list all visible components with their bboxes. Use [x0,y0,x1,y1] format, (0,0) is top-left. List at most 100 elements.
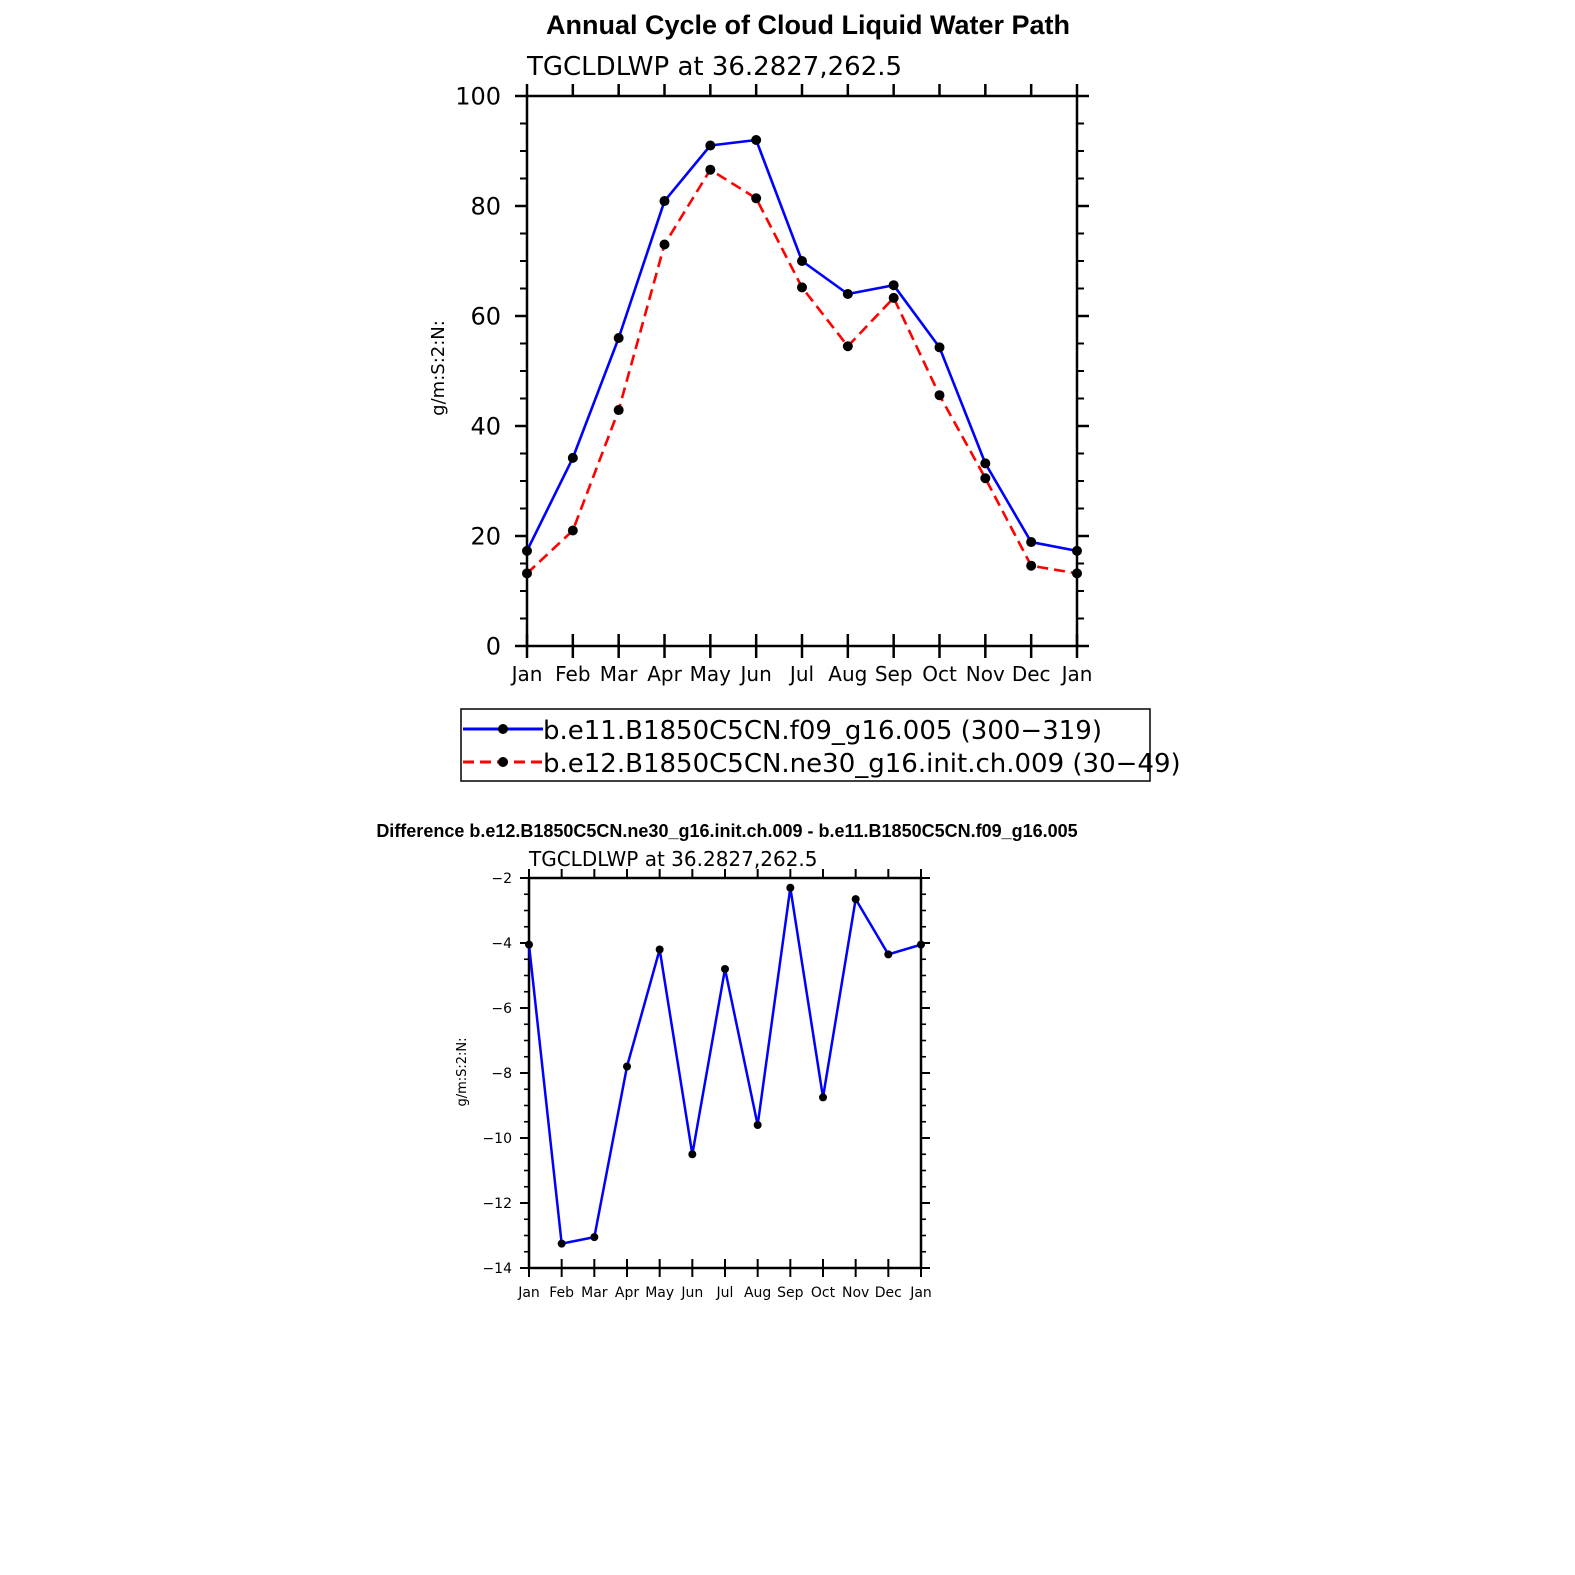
chart2-series-1-point [884,950,893,959]
chart1-series-line-1 [525,138,1078,553]
chart1-subtitle: TGCLDLWP at 36.2827,262.5 [526,52,902,82]
chart1-series-2-point [842,341,853,352]
chart2-series-1-point [525,940,533,949]
chart1-xtick-label: Jan [1060,662,1093,686]
chart1-series-2-point [751,193,762,204]
chart2-axes: Jan Feb Mar Apr May Jun Jul Aug Sep Oct Nov Dec Jan−… [482,869,932,1301]
legend-marker-series-1 [498,724,508,734]
chart1-series-2-point [934,390,945,401]
chart2-series-line-1 [527,886,922,1245]
chart2-series-1-point [623,1062,631,1071]
chart1-ytick-label: 80 [470,193,501,221]
chart1-ytick-label: 20 [470,523,501,551]
chart2-plot-frame [527,876,923,1270]
chart2-series-1-point [721,965,729,973]
chart2-series-1-point [557,1239,566,1248]
chart1-series-1-point [980,458,991,469]
chart1-series-2-point [659,239,670,250]
chart1-series-2-point [705,164,716,175]
chart2-ytick-label: −12 [482,1196,512,1212]
chart1-series-1-point [1026,537,1037,548]
chart2-series-1-point [917,940,925,949]
chart1-plot-frame [525,94,1079,648]
chart1-xtick-label: Aug [828,662,867,686]
chart1-series-1-point [751,135,762,145]
chart1-xtick-label: Nov [966,662,1005,686]
chart2-xtick-label: May [645,1285,674,1301]
chart1-legend: b.e11.B1850C5CN.f09_g16.005 (300−319) b.… [460,708,1181,782]
chart1-xtick-label: Mar [600,662,639,686]
chart1-xtick-label: Sep [875,662,913,686]
chart1-series-2-point [567,525,578,536]
chart1-series-1-point [888,280,899,291]
chart1-series-1-point [797,256,807,266]
chart2-xtick-label: Oct [811,1285,836,1301]
chart2-series-1-point [786,883,795,892]
chart2-xtick-label: Jan [517,1285,540,1301]
chart2-xtick-label: Jul [716,1285,734,1301]
chart2-series-1-point [753,1121,762,1129]
chart1-ylabel: g/m:S:2:N: [428,320,449,416]
chart1-ytick-label: 60 [470,303,501,331]
chart2-xtick-label: Mar [581,1285,608,1301]
chart1-xtick-label: Apr [647,662,682,686]
chart1-axes: Jan Feb Mar Apr May Jun Jul Aug Sep Oct Nov Dec Jan 0… [455,83,1092,686]
chart1-series-1-point [522,545,532,556]
chart1-series-1-point [1072,545,1082,556]
chart1-ytick-label: 100 [455,83,501,111]
chart2-series-1-point [655,945,664,954]
chart2-xtick-label: Apr [615,1285,639,1301]
chart1-series-1-point [659,196,670,207]
chart2-xtick-label: Jun [680,1285,703,1301]
chart1-xtick-label: Oct [922,662,957,686]
chart1-xtick-label: May [690,662,732,686]
chart1-title: Annual Cycle of Cloud Liquid Water Path [546,10,1070,40]
chart1-ytick-label: 0 [486,633,501,661]
chart1-marks [522,135,1082,579]
chart1-series-2-point [522,568,532,579]
legend-marker-series-2 [498,757,508,767]
chart2-xtick-label: Feb [549,1285,574,1301]
chart1-series-2-point [1072,568,1082,579]
chart2-ytick-label: −10 [482,1131,512,1147]
chart2-series-1-point [819,1093,827,1102]
chart2-marks [525,883,925,1248]
chart1-series-1-point [567,452,578,463]
legend-label-series-2: b.e12.B1850C5CN.ne30_g16.init.ch.009 (30… [543,749,1181,779]
chart2-xtick-label: Dec [875,1285,902,1301]
chart1-xtick-label: Jul [788,662,814,686]
chart2-ytick-label: −2 [491,871,512,887]
chart1-series-1-point [613,333,624,343]
chart1-series-2-point [1026,560,1037,571]
chart2-xtick-label: Sep [777,1285,804,1301]
legend-label-series-1: b.e11.B1850C5CN.f09_g16.005 (300−319) [543,716,1102,746]
chart2-xtick-label: Nov [842,1285,869,1301]
chart2-series-1-point [590,1233,599,1242]
chart2-ytick-label: −8 [491,1066,512,1082]
chart1-series-1-point [705,140,716,151]
chart1-ytick-label: 40 [470,413,501,441]
chart1-series-2-point [888,292,899,303]
chart2-ylabel: g/m:S:2:N: [455,1037,470,1106]
chart2-xtick-label: Jan [909,1285,932,1301]
chart1-xtick-label: Jan [510,662,543,686]
chart1-series-1-point [934,342,945,353]
chart2-series-1-point [851,895,860,904]
chart2-ytick-label: −6 [491,1001,512,1017]
chart2-series-1-point [688,1150,697,1159]
chart1-series-1-point [842,289,853,299]
chart1-series-2-point [980,473,991,484]
chart1-series-2-point [797,282,807,293]
chart2-subtitle: TGCLDLWP at 36.2827,262.5 [528,847,818,871]
chart1-xtick-label: Feb [555,662,590,686]
chart1-series-line-2 [526,168,1078,575]
chart1-xtick-label: Dec [1012,662,1051,686]
chart2-xtick-label: Aug [744,1285,771,1301]
chart1-xtick-label: Jun [739,662,772,686]
chart2-ytick-label: −14 [482,1261,512,1277]
chart2-ytick-label: −4 [491,936,512,952]
chart1-series-2-point [613,405,624,416]
chart2-title: Difference b.e12.B1850C5CN.ne30_g16.init… [376,821,1077,841]
legend-box [460,708,1151,782]
